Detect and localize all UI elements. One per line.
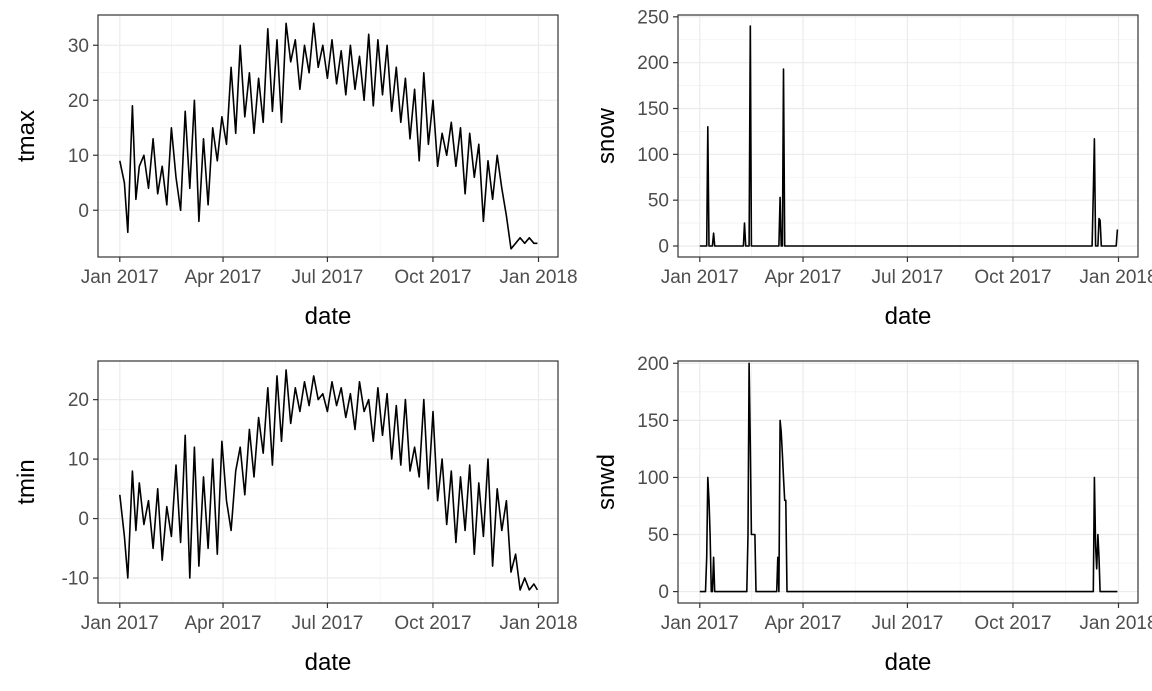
x-tick-label-jan-2018: Jan 2018 — [499, 267, 577, 288]
y-axis-title: snow — [593, 107, 620, 164]
x-tick-label-apr-2017: Apr 2017 — [184, 613, 261, 634]
x-axis-title: date — [885, 303, 932, 330]
x-axis-title: date — [305, 303, 352, 330]
x-tick-label-jan-2018: Jan 2018 — [499, 613, 577, 634]
x-axis-title: date — [885, 649, 932, 676]
tmax-panel: Jan 2017 Apr 2017 Jul 2017 Oct 2017 Jan 2018… — [13, 14, 578, 330]
y-axis-title: tmin — [13, 459, 40, 504]
x-tick-label-jan-2017: Jan 2017 — [81, 267, 159, 288]
x-tick-label-oct-2017: Oct 2017 — [974, 613, 1051, 634]
snwd-panel: Jan 2017 Apr 2017 Jul 2017 Oct 2017 Jan 2018… — [593, 354, 1152, 676]
y-tick-label-0: 0 — [78, 509, 89, 530]
x-tick-label-jan-2017: Jan 2017 — [661, 613, 739, 634]
x-tick-label-jul-2017: Jul 2017 — [292, 613, 364, 634]
x-tick-label-jul-2017: Jul 2017 — [292, 267, 364, 288]
x-tick-label-jul-2017: Jul 2017 — [872, 267, 944, 288]
x-tick-label-apr-2017: Apr 2017 — [184, 267, 261, 288]
x-tick-label-oct-2017: Oct 2017 — [394, 613, 471, 634]
y-tick-label-100: 100 — [637, 468, 669, 489]
tmin-panel: Jan 2017 Apr 2017 Jul 2017 Oct 2017 Jan 2018… — [13, 360, 578, 676]
x-axis-title: date — [305, 649, 352, 676]
y-axis-title: tmax — [13, 110, 40, 162]
y-tick-label-10: 10 — [68, 450, 89, 471]
snow-series-line — [699, 25, 1119, 247]
x-tick-label-jan-2018: Jan 2018 — [1079, 613, 1152, 634]
y-tick-label-0: 0 — [658, 582, 669, 603]
y-tick-label-150: 150 — [637, 99, 669, 120]
y-tick-label-50: 50 — [648, 191, 669, 212]
x-tick-label-oct-2017: Oct 2017 — [394, 267, 471, 288]
x-tick-label-jul-2017: Jul 2017 — [872, 613, 944, 634]
panel-border — [97, 360, 559, 604]
snwd-series-line — [699, 362, 1118, 593]
snow-panel: Jan 2017 Apr 2017 Jul 2017 Oct 2017 Jan 2018… — [593, 7, 1152, 330]
y-tick-label-0: 0 — [658, 237, 669, 258]
y-tick-label-100: 100 — [637, 145, 669, 166]
tmin-series-line — [119, 369, 539, 591]
y-tick-label-50: 50 — [648, 525, 669, 546]
y-tick-label-250: 250 — [637, 7, 669, 28]
panel-border — [677, 360, 1139, 604]
x-tick-label-jan-2018: Jan 2018 — [1079, 267, 1152, 288]
x-tick-label-oct-2017: Oct 2017 — [974, 267, 1051, 288]
x-tick-label-apr-2017: Apr 2017 — [764, 267, 841, 288]
y-tick-label-20: 20 — [68, 91, 89, 112]
y-tick-label-200: 200 — [637, 53, 669, 74]
y-tick-label-150: 150 — [637, 411, 669, 432]
x-tick-label-jan-2017: Jan 2017 — [81, 613, 159, 634]
tmax-series-line — [119, 22, 538, 250]
x-tick-label-jan-2017: Jan 2017 — [661, 267, 739, 288]
y-axis-title: snwd — [593, 454, 620, 510]
y-tick-label-200: 200 — [637, 354, 669, 375]
x-tick-label-apr-2017: Apr 2017 — [764, 613, 841, 634]
y-tick-label-0: 0 — [78, 201, 89, 222]
y-tick-label-10: -10 — [62, 569, 89, 590]
y-tick-label-20: 20 — [68, 390, 89, 411]
panel-border — [97, 14, 559, 258]
y-tick-label-10: 10 — [68, 146, 89, 167]
y-tick-label-30: 30 — [68, 36, 89, 57]
panel-border — [677, 14, 1139, 258]
